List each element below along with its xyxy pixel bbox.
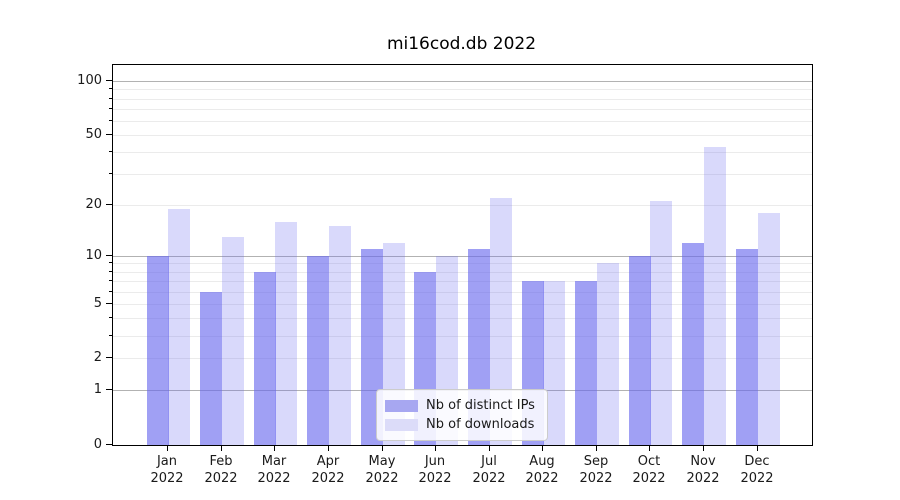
y-minor-tick-mark-30 [109, 173, 112, 174]
x-tick-mark-jan [167, 445, 168, 451]
x-tick-label-apr: Apr 2022 [311, 454, 345, 486]
chart-title: mi16cod.db 2022 [386, 34, 537, 54]
legend: Nb of distinct IPs Nb of downloads [376, 389, 548, 441]
bar-downloads-nov [704, 147, 726, 445]
x-tick-mark-aug [542, 445, 543, 451]
y-tick-label-2: 2 [93, 350, 102, 365]
bar-distinct-ips-sep [575, 281, 597, 445]
x-tick-mark-oct [649, 445, 650, 451]
legend-swatch-distinct-ips [385, 399, 418, 412]
y-minor-tick-mark-60 [109, 120, 112, 121]
legend-swatch-downloads [385, 418, 418, 431]
x-tick-mark-feb [221, 445, 222, 451]
plot-area [112, 64, 813, 446]
y-tick-mark-10 [106, 255, 112, 256]
x-tick-label-jul: Jul 2022 [472, 454, 506, 486]
y-tick-mark-20 [106, 204, 112, 205]
x-tick-label-jun: Jun 2022 [418, 454, 452, 486]
bar-downloads-sep [597, 263, 619, 445]
x-tick-mark-sep [596, 445, 597, 451]
bar-distinct-ips-nov [682, 243, 704, 445]
y-tick-label-100: 100 [77, 73, 102, 88]
bar-downloads-dec [758, 213, 780, 445]
y-gridline-minor-2 [113, 358, 812, 359]
y-tick-label-5: 5 [93, 296, 102, 311]
x-tick-mark-dec [757, 445, 758, 451]
bar-downloads-aug [543, 281, 565, 445]
y-gridline-minor-80 [113, 99, 812, 100]
y-minor-tick-mark-6 [109, 291, 112, 292]
y-tick-label-10: 10 [85, 248, 102, 263]
x-tick-mark-nov [703, 445, 704, 451]
x-tick-label-dec: Dec 2022 [740, 454, 774, 486]
bar-downloads-apr [329, 226, 351, 445]
y-tick-mark-0 [106, 444, 112, 445]
bar-downloads-oct [650, 201, 672, 445]
bar-distinct-ips-jan [147, 256, 169, 445]
x-tick-label-aug: Aug 2022 [525, 454, 559, 486]
x-tick-label-jan: Jan 2022 [150, 454, 184, 486]
x-tick-mark-apr [328, 445, 329, 451]
y-tick-mark-5 [106, 303, 112, 304]
legend-item-distinct-ips: Nb of distinct IPs [385, 396, 538, 415]
y-tick-mark-50 [106, 134, 112, 135]
y-gridline-minor-90 [113, 89, 812, 90]
y-gridline-minor-4 [113, 318, 812, 319]
x-tick-label-mar: Mar 2022 [257, 454, 291, 486]
x-tick-label-nov: Nov 2022 [686, 454, 720, 486]
y-tick-mark-100 [106, 80, 112, 81]
y-gridline-minor-7 [113, 281, 812, 282]
bar-downloads-jan [168, 209, 190, 445]
legend-label-distinct-ips: Nb of distinct IPs [426, 398, 535, 413]
y-minor-tick-mark-40 [109, 151, 112, 152]
y-minor-tick-mark-80 [109, 98, 112, 99]
y-minor-tick-mark-9 [109, 262, 112, 263]
y-minor-tick-mark-4 [109, 317, 112, 318]
y-gridline-minor-20 [113, 205, 812, 206]
x-tick-mark-mar [274, 445, 275, 451]
y-gridline-minor-50 [113, 135, 812, 136]
y-gridline-minor-8 [113, 272, 812, 273]
y-gridline-minor-30 [113, 174, 812, 175]
y-minor-tick-mark-7 [109, 280, 112, 281]
x-tick-label-feb: Feb 2022 [204, 454, 238, 486]
y-minor-tick-mark-90 [109, 88, 112, 89]
y-gridline-minor-3 [113, 336, 812, 337]
y-minor-tick-mark-3 [109, 335, 112, 336]
y-tick-label-50: 50 [85, 127, 102, 142]
x-tick-label-may: May 2022 [365, 454, 399, 486]
bar-downloads-jul [490, 198, 512, 445]
y-tick-mark-2 [106, 357, 112, 358]
y-tick-label-20: 20 [85, 197, 102, 212]
y-minor-tick-mark-70 [109, 108, 112, 109]
bar-distinct-ips-oct [629, 256, 651, 445]
y-tick-mark-1 [106, 389, 112, 390]
bar-distinct-ips-mar [254, 272, 276, 445]
y-gridline-minor-9 [113, 263, 812, 264]
y-gridline-major-10 [113, 256, 812, 257]
y-gridline-major-100 [113, 81, 812, 82]
bar-downloads-mar [275, 222, 297, 445]
y-minor-tick-mark-8 [109, 271, 112, 272]
bar-downloads-feb [222, 237, 244, 445]
y-gridline-minor-6 [113, 292, 812, 293]
y-gridline-minor-5 [113, 304, 812, 305]
x-tick-label-sep: Sep 2022 [579, 454, 613, 486]
y-gridline-minor-70 [113, 109, 812, 110]
y-gridline-minor-40 [113, 152, 812, 153]
x-tick-mark-jun [435, 445, 436, 451]
legend-label-downloads: Nb of downloads [426, 417, 535, 432]
y-gridline-minor-60 [113, 121, 812, 122]
legend-item-downloads: Nb of downloads [385, 415, 538, 434]
y-tick-label-0: 0 [93, 437, 102, 452]
x-tick-mark-jul [489, 445, 490, 451]
y-tick-label-1: 1 [93, 382, 102, 397]
x-tick-label-oct: Oct 2022 [632, 454, 666, 486]
bar-distinct-ips-feb [200, 292, 222, 445]
x-tick-mark-may [382, 445, 383, 451]
bar-distinct-ips-apr [307, 256, 329, 445]
bar-distinct-ips-dec [736, 249, 758, 445]
